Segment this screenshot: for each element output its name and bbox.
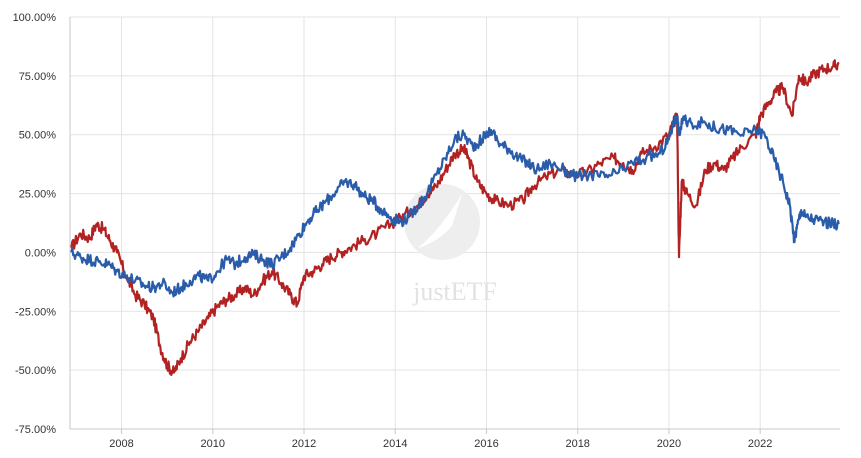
y-tick-label: 50.00% — [19, 130, 57, 142]
watermark-logo-icon — [404, 184, 480, 260]
x-tick-label: 2020 — [657, 438, 681, 450]
x-tick-label: 2018 — [565, 438, 589, 450]
y-tick-label: -50.00% — [15, 365, 56, 377]
watermark-logo-swoosh-icon — [418, 194, 462, 248]
x-tick-label: 2016 — [474, 438, 498, 450]
y-tick-label: 25.00% — [19, 189, 57, 201]
y-tick-label: 75.00% — [19, 71, 57, 83]
watermark: justETF — [404, 184, 497, 306]
x-tick-label: 2022 — [748, 438, 772, 450]
y-tick-label: 100.00% — [13, 12, 57, 24]
x-tick-label: 2014 — [383, 438, 407, 450]
label-layer: 100.00% 75.00% 50.00% 25.00% 0.00% -25.00% -50… — [13, 12, 773, 450]
watermark-text: justETF — [412, 277, 497, 306]
y-tick-label: -25.00% — [15, 306, 56, 318]
y-tick-label: 0.00% — [25, 247, 56, 259]
series-line-1 — [70, 59, 840, 376]
series-line-2 — [70, 114, 840, 298]
y-tick-label: -75.00% — [15, 424, 56, 436]
x-tick-label: 2012 — [292, 438, 316, 450]
x-tick-label: 2010 — [201, 438, 225, 450]
axis-layer — [69, 17, 840, 434]
series-layer — [70, 59, 840, 376]
x-tick-label: 2008 — [109, 438, 133, 450]
